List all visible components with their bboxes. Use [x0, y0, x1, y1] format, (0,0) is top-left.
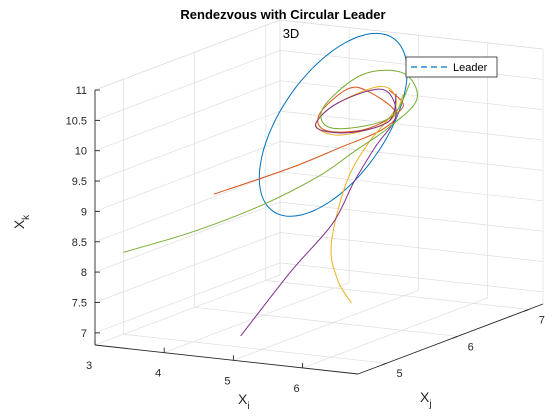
y-axis-label: Xj [420, 389, 432, 410]
x-axis-line [94, 344, 359, 375]
x-tick-label: 3 [86, 360, 92, 372]
grid-line-x-floor [302, 297, 488, 369]
x-tick-label: 4 [155, 368, 161, 380]
grid-line-y-floor [194, 306, 458, 337]
grid-line-z-side [94, 110, 281, 182]
y-tick-mark [452, 335, 458, 339]
z-tick-label: 8.5 [72, 237, 87, 249]
grid-line-z-back [279, 232, 544, 262]
z-axis-label: Xk [11, 214, 32, 229]
axis-box [94, 89, 544, 375]
grid-line-z-back [279, 110, 544, 141]
y-tick-label: 5 [397, 368, 403, 380]
grid-line-y-floor [123, 333, 387, 364]
grid-line-z-back [279, 141, 544, 171]
grid-lines [94, 19, 544, 369]
grid-line-x-floor [94, 274, 281, 346]
top-edge [279, 19, 544, 50]
z-tick-label: 9.5 [72, 176, 87, 188]
follower-line-2 [315, 85, 404, 304]
z-tick-label: 11 [76, 85, 87, 97]
follower-line-3 [240, 88, 397, 337]
z-tick-label: 8 [81, 267, 87, 279]
grid-line-x-floor [233, 289, 419, 361]
grid-line-z-back [279, 171, 544, 202]
z-tick-label: 7.5 [72, 298, 87, 310]
y-tick-mark [523, 308, 529, 312]
z-tick-label: 10.5 [66, 115, 87, 127]
grid-line-z-back [279, 80, 544, 111]
legend-box [405, 56, 498, 78]
chart-subtitle: 3D [283, 26, 300, 41]
chart-title: Rendezvous with Circular Leader [180, 7, 385, 22]
x-axis-label: Xi [238, 391, 250, 412]
legend-label-leader: Leader [453, 62, 488, 74]
grid-line-z-side [94, 50, 281, 121]
x-tick-label: 5 [224, 375, 230, 387]
grid-line-z-side [94, 171, 281, 243]
leader-orbit-line [258, 32, 408, 217]
y-tick-mark [381, 362, 387, 366]
grid-line-y-floor [265, 280, 529, 310]
grid-line-z-side [94, 201, 281, 273]
y-tick-label: 6 [468, 341, 474, 353]
y-axis-line [357, 303, 544, 375]
x-tick-label: 6 [294, 383, 300, 395]
z-tick-label: 9 [81, 206, 87, 218]
grid-line-z-side [94, 141, 281, 212]
y-tick-label: 7 [539, 314, 545, 326]
legend: Leader [405, 56, 498, 78]
z-tick-label: 10 [75, 146, 87, 158]
grid-line-z-side [94, 232, 281, 303]
top-edge [94, 19, 281, 91]
grid-line-z-side [94, 80, 281, 152]
series-lines [123, 32, 418, 337]
grid-line-z-side [94, 262, 281, 334]
grid-line-x-floor [164, 282, 350, 353]
z-tick-label: 7 [81, 328, 87, 340]
tick-labels: 3 4 5 6 5 6 7 7 7.5 8 8.5 9 9.5 10 10.5 11 [66, 85, 545, 395]
grid-line-z-back [279, 262, 544, 293]
follower-line-1 [213, 86, 404, 195]
follower-line-4 [123, 69, 418, 253]
grid-line-z-back [279, 201, 544, 232]
